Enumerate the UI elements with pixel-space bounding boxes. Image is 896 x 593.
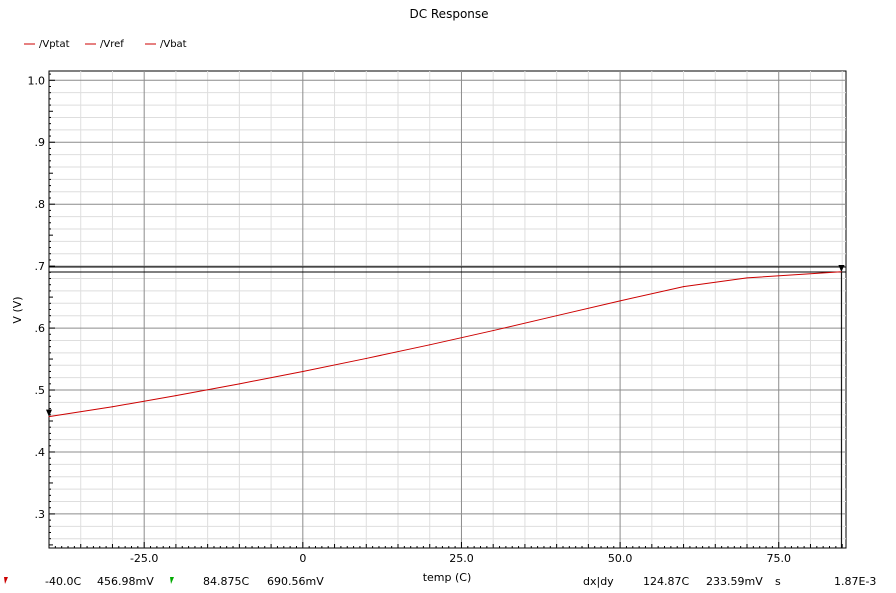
x-tick-label: 0 [299,552,306,565]
series-point [619,300,621,302]
cursor-lines [49,266,846,548]
legend-label-vref: /Vref [100,39,124,50]
status-bar: -40.0C 456.98mV 84.875C 690.56mV dx|dy 1… [4,575,876,588]
legend-label-vbat: /Vbat [160,39,187,50]
y-axis-label: V (V) [11,296,24,323]
marker-a-y-readout: 456.98mV [97,575,154,588]
series-point [746,277,748,279]
slope-readout: 1.87E-3 [834,575,876,588]
y-tick-label: .3 [35,508,46,521]
delta-label: dx|dy [583,575,614,588]
x-tick-label: 75.0 [766,552,791,565]
marker-b-y-readout: 690.56mV [267,575,324,588]
x-axis-label: temp (C) [423,571,472,584]
series-point [111,406,113,408]
x-tick-label: -25.0 [130,552,158,565]
series-point [556,315,558,317]
marker-group [46,264,845,417]
tick-labels: -25.0 0 25.0 50.0 75.0 .3 .4 .5 .6 .7 .8 .9 1.0 [28,74,791,565]
legend-label-vptat: /Vptat [39,39,70,50]
slope-label: s [775,575,781,588]
series-point [175,395,177,397]
y-tick-label: .8 [35,198,46,211]
y-tick-label: .6 [35,322,46,335]
series-point [492,330,494,332]
marker-b-icon [838,264,845,272]
y-tick-label: .5 [35,384,46,397]
delta-x-readout: 124.87C [643,575,689,588]
plot-area[interactable] [48,70,847,549]
marker-b-flag-icon [170,577,174,584]
minor-grid [49,71,846,548]
x-tick-label: 50.0 [608,552,633,565]
marker-a-icon [46,409,52,417]
marker-a-flag-icon [4,577,8,584]
legend: /Vptat /Vref /Vbat [24,39,187,50]
y-tick-label: .7 [35,260,46,273]
series-point [302,370,304,372]
major-grid [49,71,846,548]
series-point [365,357,367,359]
series-point [683,286,685,288]
chart-title: DC Response [409,7,488,21]
delta-y-readout: 233.59mV [706,575,763,588]
marker-a-x-readout: -40.0C [45,575,81,588]
y-tick-label: .9 [35,136,46,149]
x-tick-label: 25.0 [449,552,474,565]
axis-ticks [48,73,843,548]
marker-b-x-readout: 84.875C [203,575,249,588]
y-tick-label: .4 [35,446,46,459]
series-point [429,344,431,346]
y-tick-label: 1.0 [28,74,46,87]
series-point [238,383,240,385]
series-group [48,271,842,418]
